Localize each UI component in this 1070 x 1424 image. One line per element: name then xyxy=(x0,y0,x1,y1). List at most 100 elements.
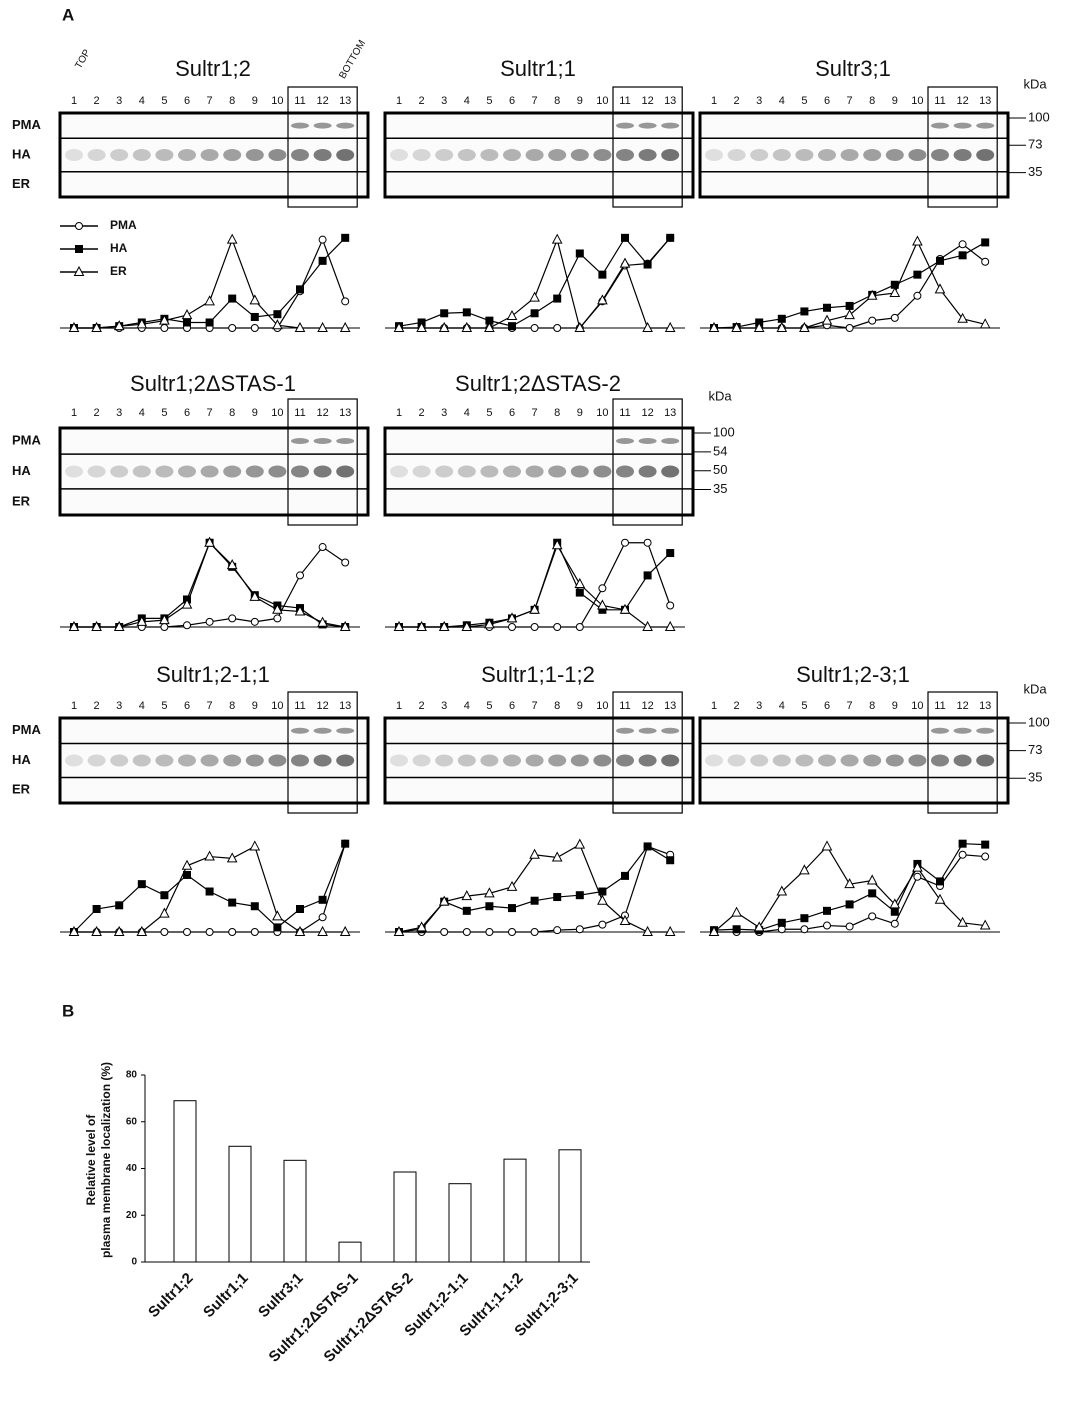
y-tick-label: 40 xyxy=(126,1163,138,1174)
blot-row-label: PMA xyxy=(12,722,42,737)
kda-marker: 100 xyxy=(1028,714,1050,729)
point xyxy=(599,921,606,928)
lane-label: 5 xyxy=(161,407,167,419)
lane-label: 1 xyxy=(71,407,77,419)
blot-band xyxy=(548,466,566,478)
x-tick-label: Sultr1;1 xyxy=(200,1270,252,1322)
blot-band xyxy=(773,755,791,767)
bar xyxy=(229,1146,251,1262)
bar xyxy=(559,1150,581,1262)
point xyxy=(913,271,921,279)
point xyxy=(868,875,877,884)
point xyxy=(250,841,259,850)
point xyxy=(319,914,326,921)
lane-label: 10 xyxy=(911,700,923,712)
blot-band xyxy=(976,755,994,767)
lane-label: 10 xyxy=(271,95,283,107)
point xyxy=(341,323,350,332)
blot-band xyxy=(526,755,544,767)
blot-band xyxy=(435,149,453,161)
point xyxy=(598,896,607,905)
blot-band xyxy=(291,123,309,129)
point xyxy=(341,234,349,242)
y-tick-label: 80 xyxy=(126,1070,138,1081)
lane-label: 7 xyxy=(847,95,853,107)
blot-row-label: ER xyxy=(12,493,31,508)
blot-band xyxy=(954,149,972,161)
blot-band xyxy=(201,149,219,161)
point xyxy=(936,877,944,885)
blot-band xyxy=(88,755,106,767)
blot-band xyxy=(435,466,453,478)
lane-label: 11 xyxy=(934,700,945,712)
blot-band xyxy=(841,755,859,767)
blot-band xyxy=(954,755,972,767)
point xyxy=(576,926,583,933)
lane-label: 7 xyxy=(532,407,538,419)
lane-label: 1 xyxy=(71,95,77,107)
lane-label: 6 xyxy=(509,95,515,107)
blot-band xyxy=(65,466,83,478)
lane-label: 11 xyxy=(619,700,630,712)
x-tick-label: Sultr3;1 xyxy=(255,1270,307,1322)
blot-band xyxy=(480,755,498,767)
lane-label: 6 xyxy=(184,95,190,107)
point xyxy=(553,893,561,901)
lane-label: 9 xyxy=(577,95,583,107)
lane-label: 10 xyxy=(271,700,283,712)
point xyxy=(205,296,214,305)
point xyxy=(576,589,584,597)
point xyxy=(914,292,921,299)
lane-label: 9 xyxy=(577,700,583,712)
lane-label: 6 xyxy=(509,407,515,419)
kda-marker: 50 xyxy=(713,462,727,477)
blot-band xyxy=(178,466,196,478)
point xyxy=(508,322,516,330)
point xyxy=(846,325,853,332)
blot-band xyxy=(178,149,196,161)
blot-band xyxy=(908,755,926,767)
point xyxy=(666,622,675,631)
kda-marker: 35 xyxy=(713,481,727,496)
point xyxy=(319,236,326,243)
blot-band xyxy=(661,438,679,444)
blot-band xyxy=(314,728,332,734)
blot-band xyxy=(336,728,354,734)
point xyxy=(621,259,630,268)
point xyxy=(319,896,327,904)
lane-label: 4 xyxy=(139,407,145,419)
point xyxy=(184,929,191,936)
lane-label: 12 xyxy=(316,95,328,107)
lane-label: 3 xyxy=(441,407,447,419)
blot-band xyxy=(390,466,408,478)
point xyxy=(509,624,516,631)
point xyxy=(959,241,966,248)
lane-label: 1 xyxy=(711,95,717,107)
blot-band xyxy=(268,466,286,478)
lane-label: 11 xyxy=(294,407,305,419)
blot-band xyxy=(616,755,634,767)
point xyxy=(508,904,516,912)
blot-band xyxy=(155,149,173,161)
blot-band xyxy=(661,149,679,161)
blot-band xyxy=(593,755,611,767)
blot-band xyxy=(223,755,241,767)
blot-band xyxy=(133,466,151,478)
point xyxy=(891,920,898,927)
blot-band xyxy=(639,149,657,161)
blot-band xyxy=(705,755,723,767)
point xyxy=(667,602,674,609)
blot-band xyxy=(639,123,657,129)
blot-band xyxy=(976,728,994,734)
blot-band xyxy=(976,149,994,161)
blot-band xyxy=(268,755,286,767)
point xyxy=(251,313,259,321)
lane-label: 5 xyxy=(161,700,167,712)
point xyxy=(823,841,832,850)
kda-marker: 100 xyxy=(1028,109,1050,124)
chart-title: Sultr1;2-3;1 xyxy=(796,662,910,687)
lane-label: 6 xyxy=(509,700,515,712)
blot-band xyxy=(886,149,904,161)
lane-label: 9 xyxy=(252,700,258,712)
point xyxy=(530,850,539,859)
